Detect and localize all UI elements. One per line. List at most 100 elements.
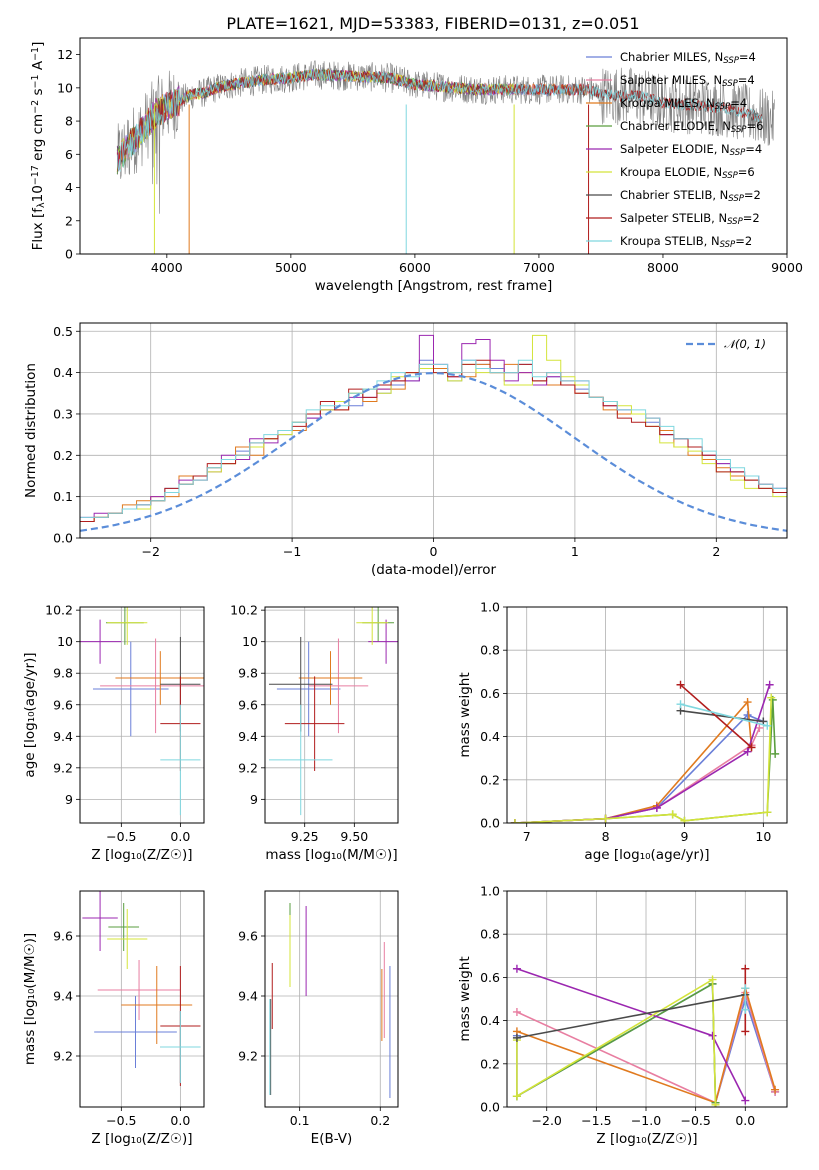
y-tick-label: 0.3 <box>53 406 73 421</box>
x-tick-label: 9.25 <box>291 829 319 844</box>
x-tick-label: −0.5 <box>106 1113 136 1128</box>
legend-entry: Kroupa MILES, NSSP=4 <box>620 96 747 112</box>
x-tick-label: 1 <box>571 544 579 559</box>
legend-sep: , N <box>715 119 731 133</box>
plus-marker <box>741 1096 750 1105</box>
mass_vs_Z-axes: −0.5 0.0 9.2 9.4 9.6 Z [log₁₀(Z/Z☉)] mass [log… <box>22 890 205 1147</box>
y-tick-label: 9.4 <box>238 729 258 744</box>
normal-curve <box>80 371 787 532</box>
y-tick-label: 0.4 <box>480 729 500 744</box>
x-tick-label: 0.1 <box>290 1113 310 1128</box>
histogram-step <box>80 363 787 522</box>
weight-line <box>514 684 771 823</box>
legend-sub: SSP <box>715 102 731 112</box>
weight-line <box>680 709 764 723</box>
y-tick-label: 0.2 <box>480 1056 500 1071</box>
plus-marker <box>601 814 610 823</box>
residuals-axes: −2 −1 0 1 2 0.0 0.1 0.2 0.3 0.4 0.5 (data-model)/er… <box>23 322 788 578</box>
y-tick-label: 1.0 <box>480 884 500 899</box>
plus-marker <box>741 984 750 993</box>
y-tick-label: 0.0 <box>480 1100 500 1115</box>
legend-eq: = <box>738 73 748 87</box>
x-axis-label: (data-model)/error <box>371 562 497 578</box>
x-tick-label: 9000 <box>771 260 803 275</box>
spectrum-axes: 4000 5000 6000 7000 8000 9000024681012wavelen… <box>30 37 803 294</box>
x-axis-label: mass [log₁₀(M/M☉)] <box>265 847 397 863</box>
y-axis-label-part: ] <box>30 42 46 47</box>
plus-marker <box>771 749 780 758</box>
errorbar-point <box>100 638 204 734</box>
legend-n: 2 <box>745 234 752 248</box>
y-tick-label: 9.2 <box>53 1049 73 1064</box>
x-axis-label: age [log₁₀(age/yr)] <box>584 847 709 863</box>
plus-marker <box>680 816 689 823</box>
legend-eq: = <box>730 96 740 110</box>
plus-marker <box>743 698 752 707</box>
mass_vs_Z-plot-area <box>82 891 201 1086</box>
legend-imf: Kroupa <box>620 234 661 248</box>
axes-frame <box>506 606 788 824</box>
y-tick-label: 9.2 <box>238 1049 258 1064</box>
x-axis-label: Z [log₁₀(Z/Z☉)] <box>596 1131 697 1147</box>
errorbar-point <box>94 996 177 1068</box>
weight-line <box>514 714 764 823</box>
y-tick-label: 0.2 <box>480 772 500 787</box>
plus-marker <box>763 808 772 817</box>
y-tick-label: 9.6 <box>53 697 73 712</box>
legend-imf: Kroupa <box>620 96 661 110</box>
x-tick-label: 0.0 <box>170 829 190 844</box>
legend-entry: Chabrier ELODIE, NSSP=6 <box>620 119 763 135</box>
legend-eq: = <box>739 50 749 64</box>
plus-marker <box>741 1005 750 1014</box>
plus-marker <box>771 1085 780 1094</box>
y-tick-label: 2 <box>65 213 73 228</box>
x-tick-label: 2 <box>712 544 720 559</box>
y-axis-label-part: λ <box>36 202 47 208</box>
age_vs_Z-plot-area <box>80 607 204 816</box>
x-tick-label: 8000 <box>647 260 679 275</box>
legend-sep: , N <box>699 96 715 110</box>
axes-frame <box>79 890 205 1108</box>
legend-eq: = <box>738 165 748 179</box>
legend-sub: SSP <box>727 217 743 227</box>
axes-frame <box>79 606 205 824</box>
x-tick-label: 6000 <box>399 260 431 275</box>
weight-line <box>514 700 753 823</box>
legend-eq: = <box>744 188 754 202</box>
legend-sep: , N <box>707 50 723 64</box>
weight-line <box>516 968 747 1101</box>
legend-lib: MILES <box>673 50 707 64</box>
histogram-step <box>80 359 787 522</box>
plus-marker <box>510 819 519 823</box>
legend-imf: Chabrier <box>620 119 670 133</box>
legend-sep: , N <box>704 234 720 248</box>
axes-frame <box>506 890 788 1108</box>
plus-marker <box>676 680 685 689</box>
x-tick-label: −1 <box>283 544 301 559</box>
y-axis-label-part: −2 <box>30 100 41 114</box>
y-tick-label: 9 <box>65 792 73 807</box>
y-tick-label: 1.0 <box>480 600 500 615</box>
y-axis-label: Normed distribution <box>23 363 39 498</box>
residuals-plot-area <box>80 334 787 532</box>
axes-frame <box>264 606 399 824</box>
plus-marker <box>676 700 685 709</box>
legend-lib: STELIB <box>664 234 703 248</box>
plus-marker <box>743 747 752 756</box>
histogram-step <box>80 334 787 522</box>
errorbar-point <box>160 1011 201 1083</box>
y-tick-label: 9.8 <box>53 666 73 681</box>
errorbar-point <box>108 903 140 951</box>
errorbar-point <box>82 891 118 951</box>
y-tick-label: 6 <box>65 147 73 162</box>
errorbar-point <box>80 619 122 664</box>
y-tick-label: 9.6 <box>53 929 73 944</box>
y-tick-label: 9.8 <box>238 666 258 681</box>
x-tick-label: 0 <box>430 544 438 559</box>
mass_vs_ebv-axes: 0.1 0.2 9.2 9.4 9.6 E(B-V) <box>238 890 399 1147</box>
legend-n: 2 <box>754 188 761 202</box>
x-tick-label: 10 <box>755 829 771 844</box>
legend-lib: ELODIE <box>673 119 715 133</box>
legend-entry: Kroupa STELIB, NSSP=2 <box>620 234 752 250</box>
y-tick-label: 0 <box>65 247 73 262</box>
